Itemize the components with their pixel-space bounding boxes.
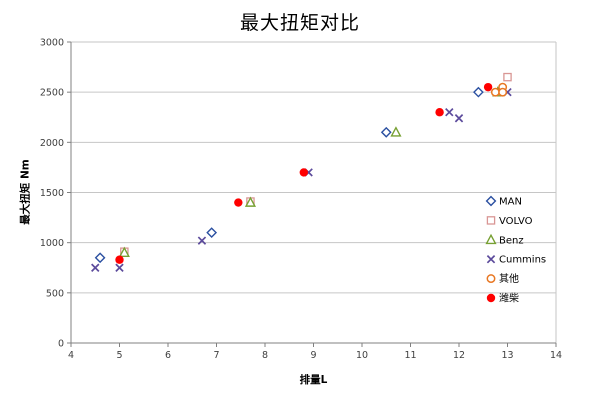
chart-title: 最大扭矩对比: [239, 12, 360, 34]
x-tick-label: 14: [550, 350, 562, 361]
legend-label: 潍柴: [499, 292, 519, 305]
series-volvo: [120, 72, 512, 256]
legend-label: Benz: [499, 235, 524, 246]
x-tick-label: 8: [262, 350, 268, 361]
series-cummins: [91, 87, 512, 272]
series-weichai: [115, 82, 493, 264]
legend-item-benz: Benz: [485, 233, 524, 246]
x-tick-label: 12: [453, 350, 465, 361]
x-tick-label: 13: [501, 350, 513, 361]
series-other: [490, 82, 508, 97]
y-tick-label: 500: [46, 288, 64, 299]
x-tick-label: 10: [356, 350, 368, 361]
y-tick-label: 1000: [40, 238, 64, 249]
y-tick-label: 0: [58, 339, 64, 350]
x-tick-label: 9: [310, 350, 316, 361]
gridlines: [71, 41, 556, 294]
y-tick-label: 2500: [40, 88, 64, 99]
y-tick-label: 3000: [40, 38, 64, 49]
series-man: [94, 86, 484, 264]
x-tick-label: 4: [68, 350, 74, 361]
y-tick-label: 2000: [40, 138, 64, 149]
legend-label: MAN: [499, 197, 522, 208]
series-benz: [118, 86, 504, 257]
x-tick-label: 6: [165, 350, 171, 361]
y-tick-label: 1500: [40, 188, 64, 199]
x-tick-label: 11: [404, 350, 416, 361]
y-axis-title: 最大扭矩 Nm: [19, 159, 32, 225]
legend-item-volvo: VOLVO: [486, 216, 533, 227]
legend-item-man: MAN: [485, 195, 522, 208]
x-axis-title: 排量L: [299, 374, 328, 386]
legend-item-other: 其他: [486, 272, 519, 285]
x-tick-label: 5: [116, 350, 122, 361]
legend-label: 其他: [499, 272, 519, 285]
axes: 0 500 1000 1500 2000 2500 3000 4 5 6 7 8 9 10 11 12 13 14: [40, 38, 562, 362]
legend-label: Cummins: [499, 255, 546, 266]
legend-item-weichai: 潍柴: [486, 292, 519, 305]
legend-item-cummins: Cummins: [486, 255, 546, 266]
x-tick-label: 7: [213, 350, 219, 361]
legend-label: VOLVO: [499, 216, 533, 227]
